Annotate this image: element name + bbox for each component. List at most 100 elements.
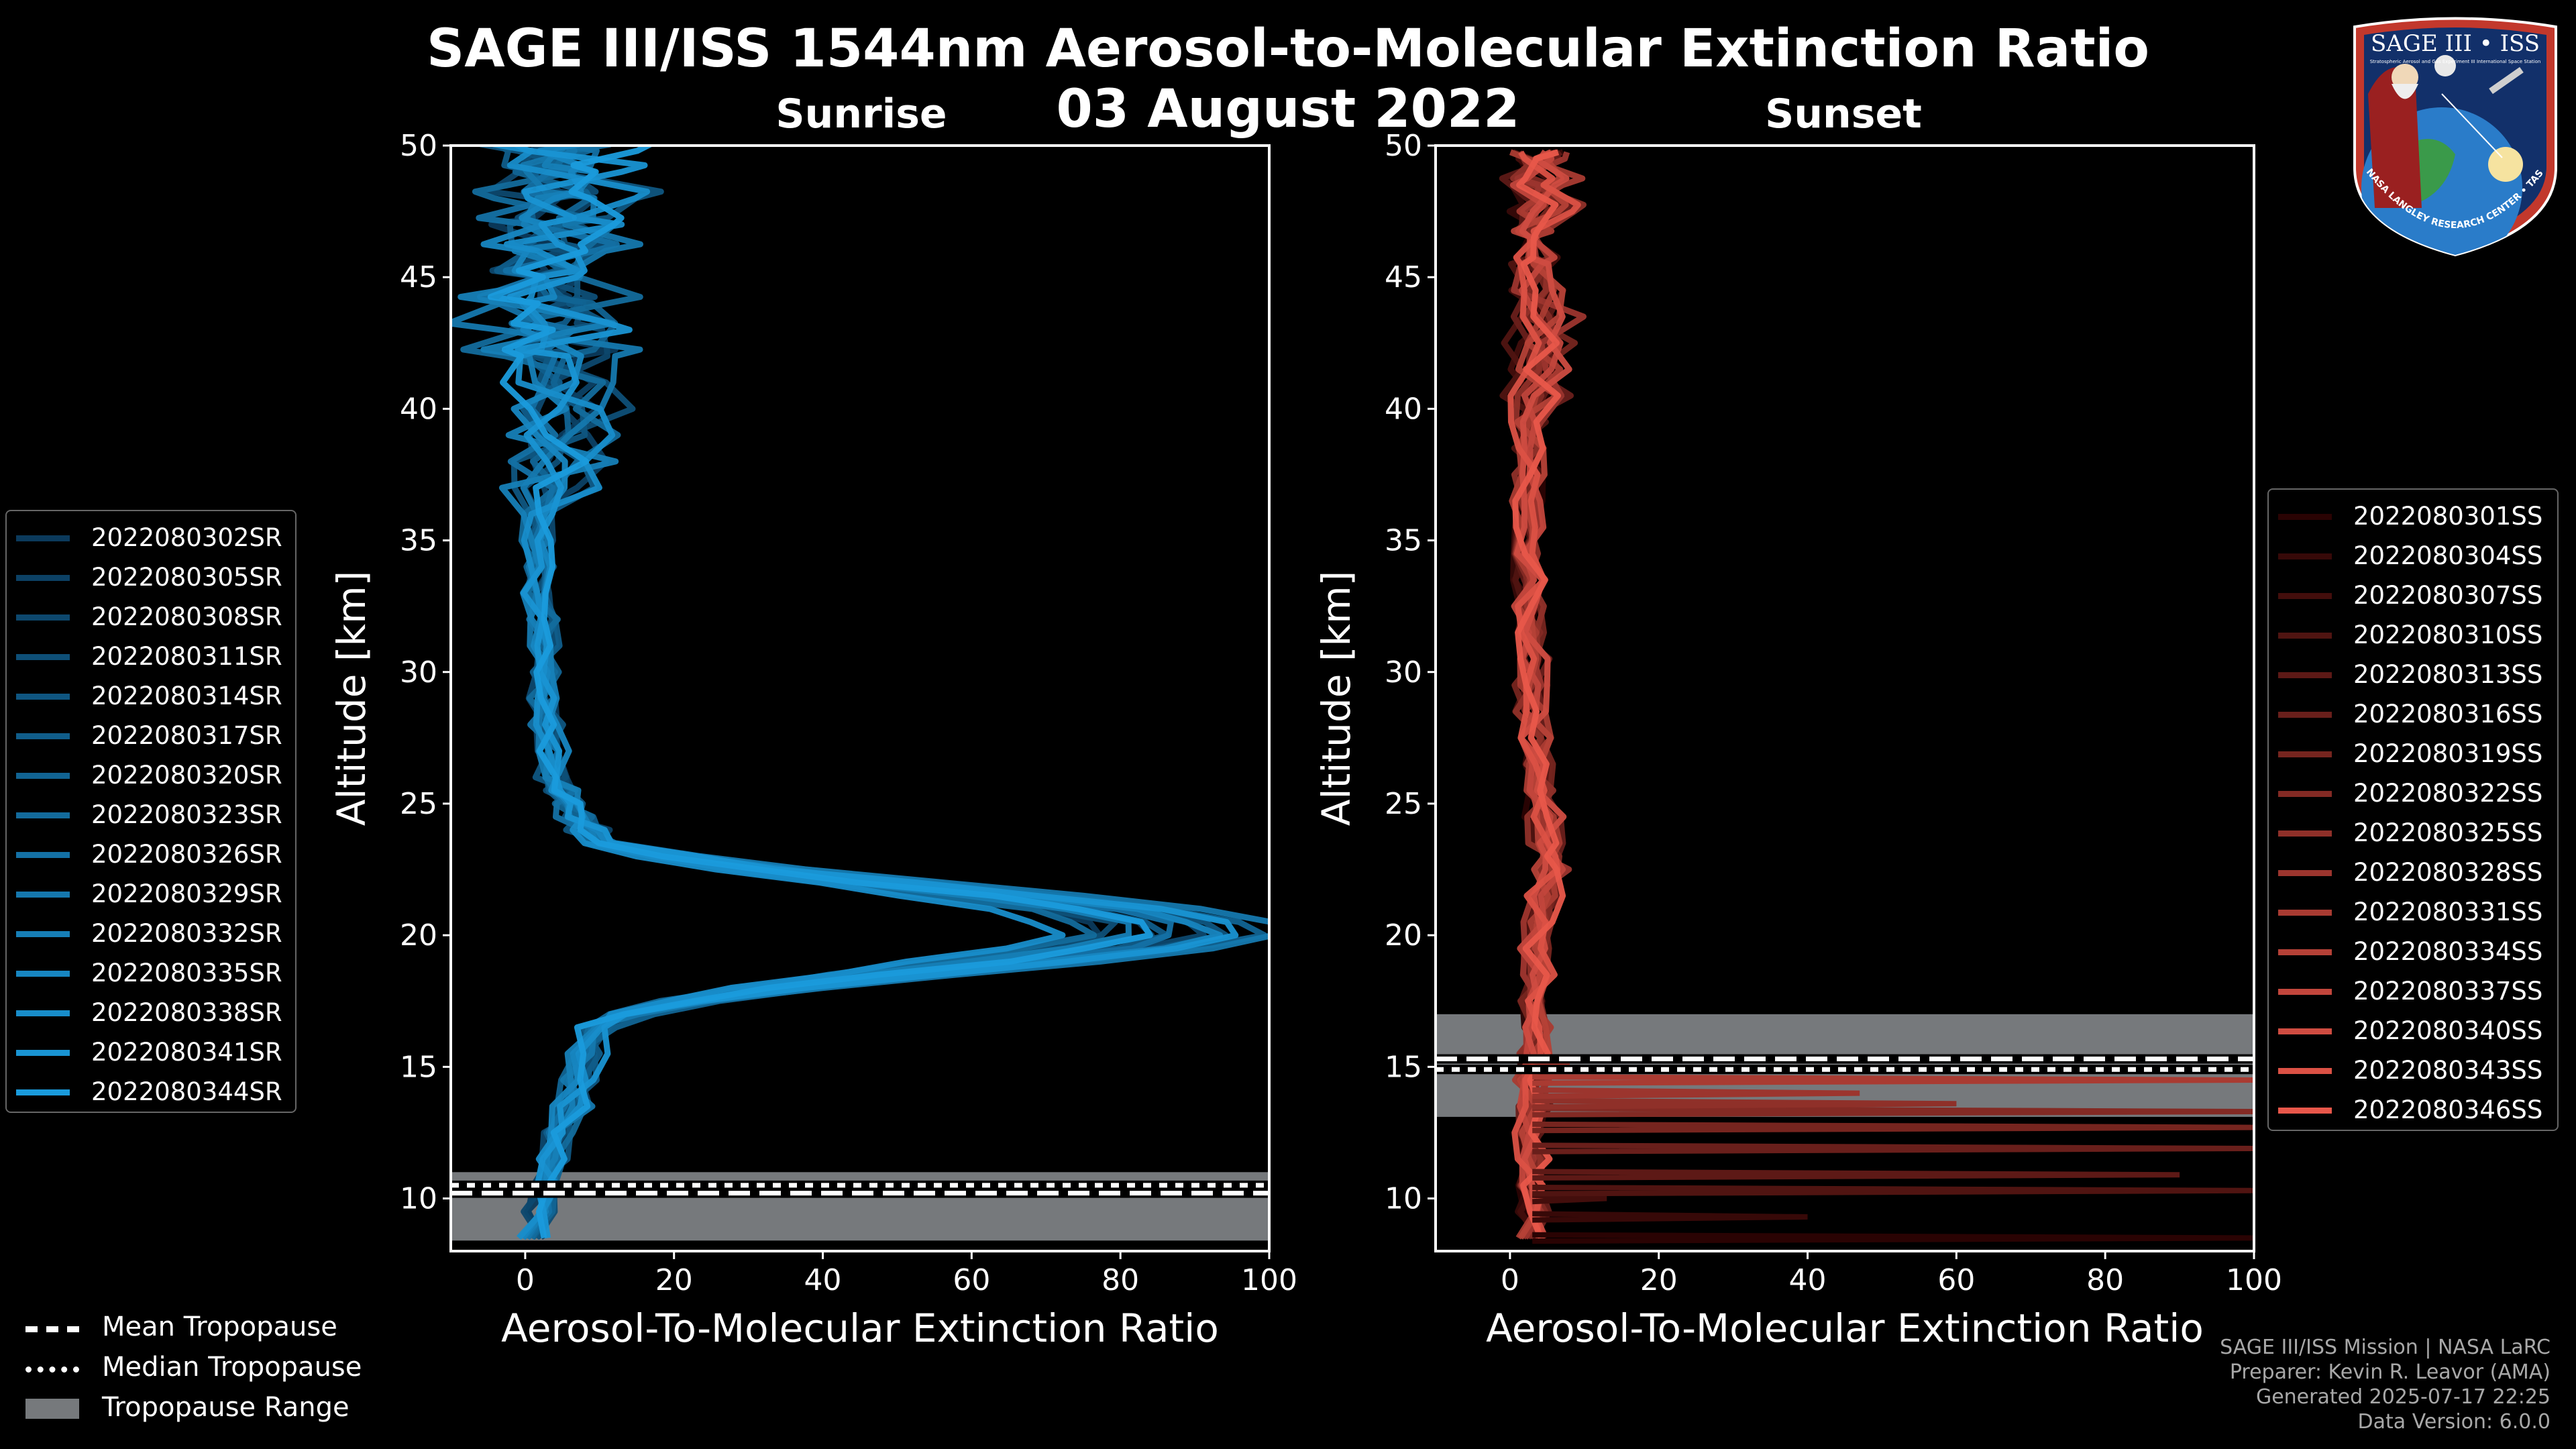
tropopause-legend-label: Mean Tropopause [102, 1311, 337, 1342]
sunrise-legend-entry: 2022080305SR [7, 559, 295, 598]
sunset-legend-swatch [2278, 1108, 2332, 1114]
sunrise-legend-entry: 2022080344SR [7, 1073, 295, 1113]
figure-title: SAGE III/ISS 1544nm Aerosol-to-Molecular… [427, 19, 2149, 79]
sunrise-legend-entry: 2022080317SR [7, 717, 295, 757]
sunset-legend-entry: 2022080325SS [2269, 814, 2557, 854]
sunrise-y-tick-label: 15 [400, 1050, 437, 1084]
sunset-legend-swatch [2278, 553, 2332, 559]
sunset-legend-label: 2022080343SS [2353, 1056, 2543, 1085]
sunset-legend: 2022080301SS 2022080304SS 2022080307SS 2022… [2267, 488, 2559, 1131]
sage-mission-logo: SAGE III • ISS Stratospheric Aerosol and… [2341, 13, 2557, 257]
sunrise-legend-label: 2022080326SR [91, 840, 282, 869]
sunset-series-spike [1532, 1121, 2254, 1134]
sunset-legend-label: 2022080331SS [2353, 898, 2543, 926]
tropopause-legend-symbol [25, 1326, 79, 1332]
sunrise-legend-label: 2022080314SR [91, 682, 282, 710]
sunset-legend-entry: 2022080301SS [2269, 498, 2557, 537]
sunset-legend-label: 2022080313SS [2353, 660, 2543, 689]
tropopause-legend-entry: Mean Tropopause [25, 1311, 401, 1352]
sunrise-x-tick-label: 80 [1102, 1263, 1139, 1297]
sunrise-legend-swatch [16, 971, 70, 977]
sunrise-x-tick-label: 40 [804, 1263, 842, 1297]
sunrise-legend-swatch [16, 614, 70, 621]
sunset-legend-swatch [2278, 514, 2332, 520]
sunrise-legend-label: 2022080338SR [91, 998, 282, 1027]
sunrise-y-axis-label: Altitude [km] [329, 571, 374, 826]
sunrise-y-tick-label: 20 [400, 918, 437, 953]
sunrise-legend-swatch [16, 1089, 70, 1095]
sunset-x-tick-label: 60 [1937, 1263, 1975, 1297]
sunset-legend-swatch [2278, 949, 2332, 955]
sunrise-x-tick-label: 60 [953, 1263, 990, 1297]
sunset-legend-swatch [2278, 1068, 2332, 1074]
sunrise-legend-entry: 2022080335SR [7, 955, 295, 994]
sunrise-legend-swatch [16, 773, 70, 779]
sunrise-x-axis-label: Aerosol-To-Molecular Extinction Ratio [501, 1305, 1219, 1351]
sunrise-legend-entry: 2022080341SR [7, 1034, 295, 1073]
sunset-y-tick-label: 30 [1385, 655, 1422, 690]
sunrise-legend-label: 2022080320SR [91, 761, 282, 790]
sunrise-legend-entry: 2022080332SR [7, 915, 295, 955]
sunset-plot-area [1436, 149, 2254, 1244]
sunset-legend-entry: 2022080322SS [2269, 775, 2557, 814]
sunrise-legend-entry: 2022080314SR [7, 678, 295, 717]
sunset-x-tick-label: 80 [2086, 1263, 2124, 1297]
sunset-legend-entry: 2022080337SS [2269, 973, 2557, 1012]
sunrise-legend-label: 2022080311SR [91, 642, 282, 671]
sunrise-legend-entry: 2022080326SR [7, 836, 295, 875]
sunset-y-tick-label: 10 [1385, 1182, 1422, 1216]
sunrise-series-line [506, 146, 1155, 1240]
sunset-series-spike [1532, 1169, 2180, 1181]
sunrise-legend-entry: 2022080302SR [7, 519, 295, 559]
sunset-legend-entry: 2022080346SS [2269, 1091, 2557, 1131]
sunrise-legend-label: 2022080302SR [91, 523, 282, 552]
footer-generated: Generated 2025-07-17 22:25 [2255, 1385, 2551, 1409]
sunrise-y-tick-label: 10 [400, 1182, 437, 1216]
sunrise-series-line [506, 146, 1239, 1239]
sunset-legend-entry: 2022080331SS [2269, 894, 2557, 933]
sunset-legend-entry: 2022080340SS [2269, 1012, 2557, 1052]
sunrise-legend-swatch [16, 654, 70, 660]
sunrise-series-line [487, 146, 1153, 1239]
sunset-series-spike [1532, 1074, 2254, 1086]
tropopause-legend: Mean Tropopause Median Tropopause Tropopau… [25, 1311, 401, 1432]
sunset-legend-swatch [2278, 633, 2332, 639]
sunrise-y-tick-label: 35 [400, 524, 437, 558]
sunrise-legend-label: 2022080329SR [91, 879, 282, 908]
sunset-legend-swatch [2278, 712, 2332, 718]
logo-title-text: SAGE III • ISS [2371, 30, 2540, 57]
sunset-legend-entry: 2022080313SS [2269, 656, 2557, 696]
sunset-legend-swatch [2278, 672, 2332, 678]
sunset-y-tick-label: 20 [1385, 918, 1422, 953]
sunset-legend-label: 2022080322SS [2353, 779, 2543, 808]
sunset-legend-label: 2022080304SS [2353, 541, 2543, 570]
sunrise-y-tick-label: 50 [400, 129, 437, 163]
sunset-panel-title: Sunset [1765, 91, 1922, 138]
sunrise-legend-label: 2022080335SR [91, 959, 282, 987]
footer-data-version: Data Version: 6.0.0 [2357, 1410, 2551, 1434]
sunset-series-line [1513, 149, 1572, 1240]
sunset-legend-swatch [2278, 593, 2332, 599]
sunset-legend-swatch [2278, 910, 2332, 916]
sunrise-legend-entry: 2022080320SR [7, 757, 295, 796]
sunrise-plot-area [451, 146, 1269, 1241]
sunrise-legend-entry: 2022080311SR [7, 638, 295, 678]
sunset-legend-label: 2022080307SS [2353, 581, 2543, 610]
sunset-series-spike [1532, 1192, 1607, 1205]
sunset-series-spike [1532, 1211, 1808, 1223]
footer-mission: SAGE III/ISS Mission | NASA LaRC [2220, 1336, 2551, 1359]
sunset-legend-label: 2022080301SS [2353, 502, 2543, 531]
sunrise-y-tick-label: 25 [400, 787, 437, 821]
sunset-legend-swatch [2278, 830, 2332, 837]
footer-credits: SAGE III/ISS Mission | NASA LaRC Prepare… [2220, 1335, 2551, 1434]
sunrise-panel-title: Sunrise [775, 91, 947, 138]
sunrise-legend-label: 2022080323SR [91, 800, 282, 829]
sunrise-legend: 2022080302SR 2022080305SR 2022080308SR 2022… [5, 510, 297, 1113]
sunset-legend-entry: 2022080304SS [2269, 537, 2557, 577]
sunset-x-tick-label: 0 [1501, 1263, 1519, 1297]
sunrise-x-tick-label: 0 [516, 1263, 535, 1297]
sunrise-legend-entry: 2022080338SR [7, 994, 295, 1034]
sunset-legend-entry: 2022080319SS [2269, 735, 2557, 775]
sunrise-legend-entry: 2022080329SR [7, 875, 295, 915]
